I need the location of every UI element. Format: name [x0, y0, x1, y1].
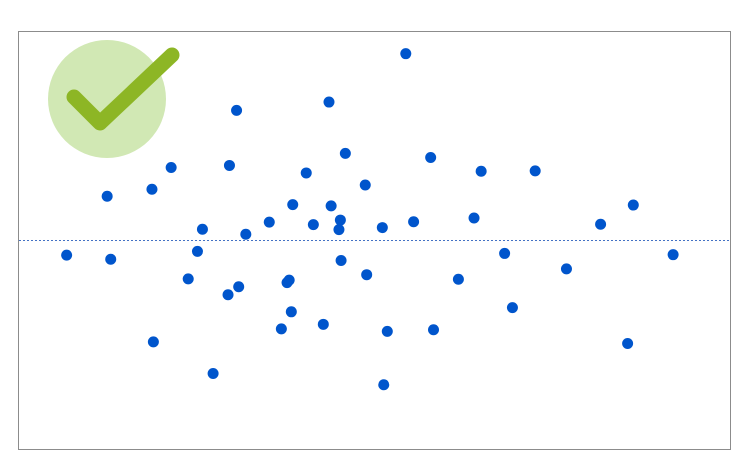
data-point — [102, 191, 113, 202]
data-point — [340, 148, 351, 159]
data-point — [400, 48, 411, 59]
data-point — [360, 180, 371, 191]
data-point — [595, 219, 606, 230]
data-point — [233, 281, 244, 292]
data-point — [361, 269, 372, 280]
data-point — [326, 200, 337, 211]
checkmark-badge — [48, 40, 172, 158]
data-point — [166, 162, 177, 173]
data-point — [61, 250, 72, 261]
data-point — [105, 254, 116, 265]
data-point — [323, 97, 334, 108]
data-point — [286, 306, 297, 317]
data-point — [231, 105, 242, 116]
data-point — [469, 212, 480, 223]
data-point — [499, 248, 510, 259]
data-point — [425, 152, 436, 163]
data-point — [192, 246, 203, 257]
data-point — [308, 219, 319, 230]
data-point — [284, 275, 295, 286]
data-point — [453, 274, 464, 285]
data-point — [561, 263, 572, 274]
data-point — [476, 166, 487, 177]
data-point — [148, 336, 159, 347]
data-point — [223, 289, 234, 300]
data-point — [408, 216, 419, 227]
badge-circle — [48, 40, 166, 158]
data-point — [668, 249, 679, 260]
data-point — [333, 224, 344, 235]
data-point — [264, 217, 275, 228]
data-point — [507, 302, 518, 313]
data-point — [287, 199, 298, 210]
data-point — [208, 368, 219, 379]
data-point — [224, 160, 235, 171]
data-point — [240, 229, 251, 240]
data-point — [276, 323, 287, 334]
data-point — [336, 255, 347, 266]
data-point — [428, 324, 439, 335]
data-point — [318, 319, 329, 330]
data-point — [197, 224, 208, 235]
data-point — [378, 379, 389, 390]
data-point — [146, 184, 157, 195]
data-point — [530, 165, 541, 176]
data-point — [377, 222, 388, 233]
data-point — [382, 326, 393, 337]
data-point — [335, 215, 346, 226]
data-point — [622, 338, 633, 349]
data-point — [628, 200, 639, 211]
data-point — [301, 167, 312, 178]
data-point — [183, 273, 194, 284]
